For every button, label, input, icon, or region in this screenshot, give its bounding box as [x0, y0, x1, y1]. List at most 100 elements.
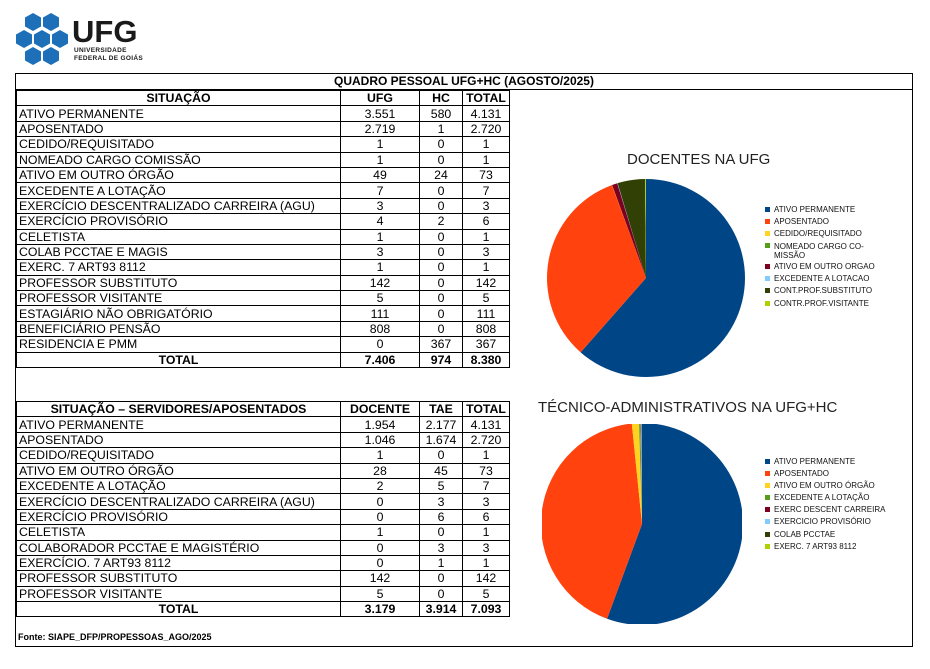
- legend-label: EXCEDENTE A LOTACAO: [774, 274, 870, 284]
- cell-value: 3: [419, 539, 463, 556]
- row-label: EXERCÍCIO DESCENTRALIZADO CARREIRA (AGU): [16, 493, 341, 510]
- cell-value: 5: [462, 290, 510, 307]
- cell-value: 1: [340, 524, 420, 541]
- legend-label: ATIVO EM OUTRO ÓRGÃO: [774, 481, 875, 491]
- cell-value: 7: [462, 182, 510, 199]
- pie-slice: [547, 185, 646, 353]
- legend-label: EXERCICIO PROVISÓRIO: [774, 517, 871, 527]
- total-value: 3.914: [419, 601, 463, 618]
- legend-swatch: [765, 288, 770, 294]
- cell-value: 28: [340, 462, 420, 479]
- legend-swatch: [765, 531, 770, 537]
- table-header-row: SITUAÇÃO UFG HC TOTAL: [16, 89, 510, 107]
- legend-label: EXERC. 7 ART93 8112: [774, 541, 857, 551]
- pie-slice: [542, 424, 642, 619]
- cell-value: 1: [462, 151, 510, 168]
- legend-swatch: [765, 276, 770, 282]
- cell-value: 5: [419, 477, 463, 495]
- row-label: APOSENTADO: [16, 431, 341, 449]
- legend-swatch: [765, 219, 770, 225]
- cell-value: 2.720: [462, 431, 510, 449]
- legend-item: ATIVO EM OUTRO ORGAO: [765, 261, 905, 273]
- legend-label: ATIVO PERMANENTE: [774, 457, 856, 466]
- legend-item: ATIVO PERMANENTE: [765, 204, 905, 216]
- legend-label: CEDIDO/REQUISITADO: [774, 229, 862, 239]
- legend-item: ATIVO EM OUTRO ÓRGÃO: [765, 480, 905, 492]
- table-row: BENEFICIÁRIO PENSÃO 808 0 808: [16, 320, 510, 338]
- logo-line-1: UNIVERSIDADE: [74, 47, 127, 54]
- page-title: QUADRO PESSOAL UFG+HC (AGOSTO/2025): [15, 73, 913, 90]
- legend-swatch: [765, 300, 770, 306]
- table-row: EXERCÍCIO. 7 ART93 8112 0 1 1: [16, 554, 510, 572]
- cell-value: 45: [419, 462, 463, 479]
- cell-value: 1: [340, 228, 420, 245]
- pie-slice: [617, 183, 646, 278]
- legend-item: COLAB PCCTAE: [765, 529, 905, 541]
- legend-item: EXCEDENTE A LOTAÇÃO: [765, 492, 905, 504]
- cell-value: 1.046: [340, 431, 420, 449]
- cell-value: 2.719: [340, 120, 420, 138]
- table-row: APOSENTADO 2.719 1 2.720: [16, 120, 510, 138]
- cell-value: 580: [419, 105, 463, 122]
- pie-slice: [640, 424, 642, 524]
- pie-chart-docentes: [547, 179, 745, 377]
- pie-slice: [580, 179, 745, 377]
- table-row: RESIDENCIA E PMM 0 367 367: [16, 336, 510, 353]
- ufg-hexagon-logo-icon: [16, 13, 68, 65]
- row-label: BENEFICIÁRIO PENSÃO: [16, 320, 341, 338]
- table-row: ATIVO EM OUTRO ÓRGÃO 49 24 73: [16, 166, 510, 184]
- row-label: NOMEADO CARGO COMISSÃO: [16, 151, 341, 168]
- cell-value: 6: [462, 508, 510, 526]
- table-row: EXCEDENTE A LOTAÇÃO 2 5 7: [16, 477, 510, 495]
- cell-value: 6: [419, 508, 463, 526]
- cell-value: 1.674: [419, 431, 463, 449]
- row-label: CEDIDO/REQUISITADO: [16, 447, 341, 464]
- row-label: PROFESSOR VISITANTE: [16, 585, 341, 603]
- personnel-table-ufg-hc: SITUAÇÃO UFG HC TOTAL ATIVO PERMANENTE 3.551…: [16, 89, 510, 369]
- cell-value: 0: [419, 274, 463, 292]
- row-label: RESIDENCIA E PMM: [16, 336, 341, 353]
- cell-value: 0: [419, 136, 463, 153]
- cell-value: 0: [340, 336, 420, 353]
- cell-value: 0: [419, 570, 463, 587]
- cell-value: 5: [462, 585, 510, 603]
- report-frame: [15, 73, 913, 647]
- legend-docentes: ATIVO PERMANENTE APOSENTADO CEDIDO/REQUISI…: [765, 204, 905, 310]
- cell-value: 73: [462, 166, 510, 184]
- legend-label: APOSENTADO: [774, 217, 829, 227]
- cell-value: 0: [419, 243, 463, 261]
- legend-label: APOSENTADO: [774, 469, 829, 479]
- legend-item: CEDIDO/REQUISITADO: [765, 228, 905, 240]
- pie-slice: [617, 179, 646, 278]
- table-row: ATIVO PERMANENTE 3.551 580 4.131: [16, 105, 510, 122]
- cell-value: 0: [419, 259, 463, 276]
- chart-title-tecnicos: TÉCNICO-ADMINISTRATIVOS NA UFG+HC: [538, 399, 838, 416]
- column-header: TOTAL: [462, 400, 510, 418]
- table-header-row: SITUAÇÃO – SERVIDORES/APOSENTADOS DOCENTE…: [16, 400, 510, 418]
- legend-swatch: [765, 483, 770, 489]
- cell-value: 0: [419, 290, 463, 307]
- row-label: CELETISTA: [16, 228, 341, 245]
- cell-value: 0: [340, 493, 420, 510]
- cell-value: 7: [462, 477, 510, 495]
- table-row: PROFESSOR VISITANTE 5 0 5: [16, 290, 510, 307]
- table-row: CEDIDO/REQUISITADO 1 0 1: [16, 136, 510, 153]
- cell-value: 3: [462, 493, 510, 510]
- row-label: PROFESSOR SUBSTITUTO: [16, 570, 341, 587]
- column-header: SITUAÇÃO – SERVIDORES/APOSENTADOS: [16, 400, 341, 418]
- table-row: EXERCÍCIO DESCENTRALIZADO CARREIRA (AGU)…: [16, 197, 510, 215]
- cell-value: 808: [340, 320, 420, 338]
- legend-item: APOSENTADO: [765, 216, 905, 228]
- legend-label: EXCEDENTE A LOTAÇÃO: [774, 493, 870, 503]
- cell-value: 142: [462, 274, 510, 292]
- row-label: EXERC. 7 ART93 8112: [16, 259, 341, 276]
- table-row: CELETISTA 1 0 1: [16, 228, 510, 245]
- cell-value: 3: [462, 243, 510, 261]
- legend-swatch: [765, 507, 770, 513]
- cell-value: 5: [340, 585, 420, 603]
- legend-label: ATIVO PERMANENTE: [774, 205, 856, 214]
- cell-value: 1: [462, 259, 510, 276]
- legend-item: EXERCICIO PROVISÓRIO: [765, 516, 905, 528]
- legend-item: ATIVO PERMANENTE: [765, 456, 905, 468]
- row-label: COLAB PCCTAE E MAGIS: [16, 243, 341, 261]
